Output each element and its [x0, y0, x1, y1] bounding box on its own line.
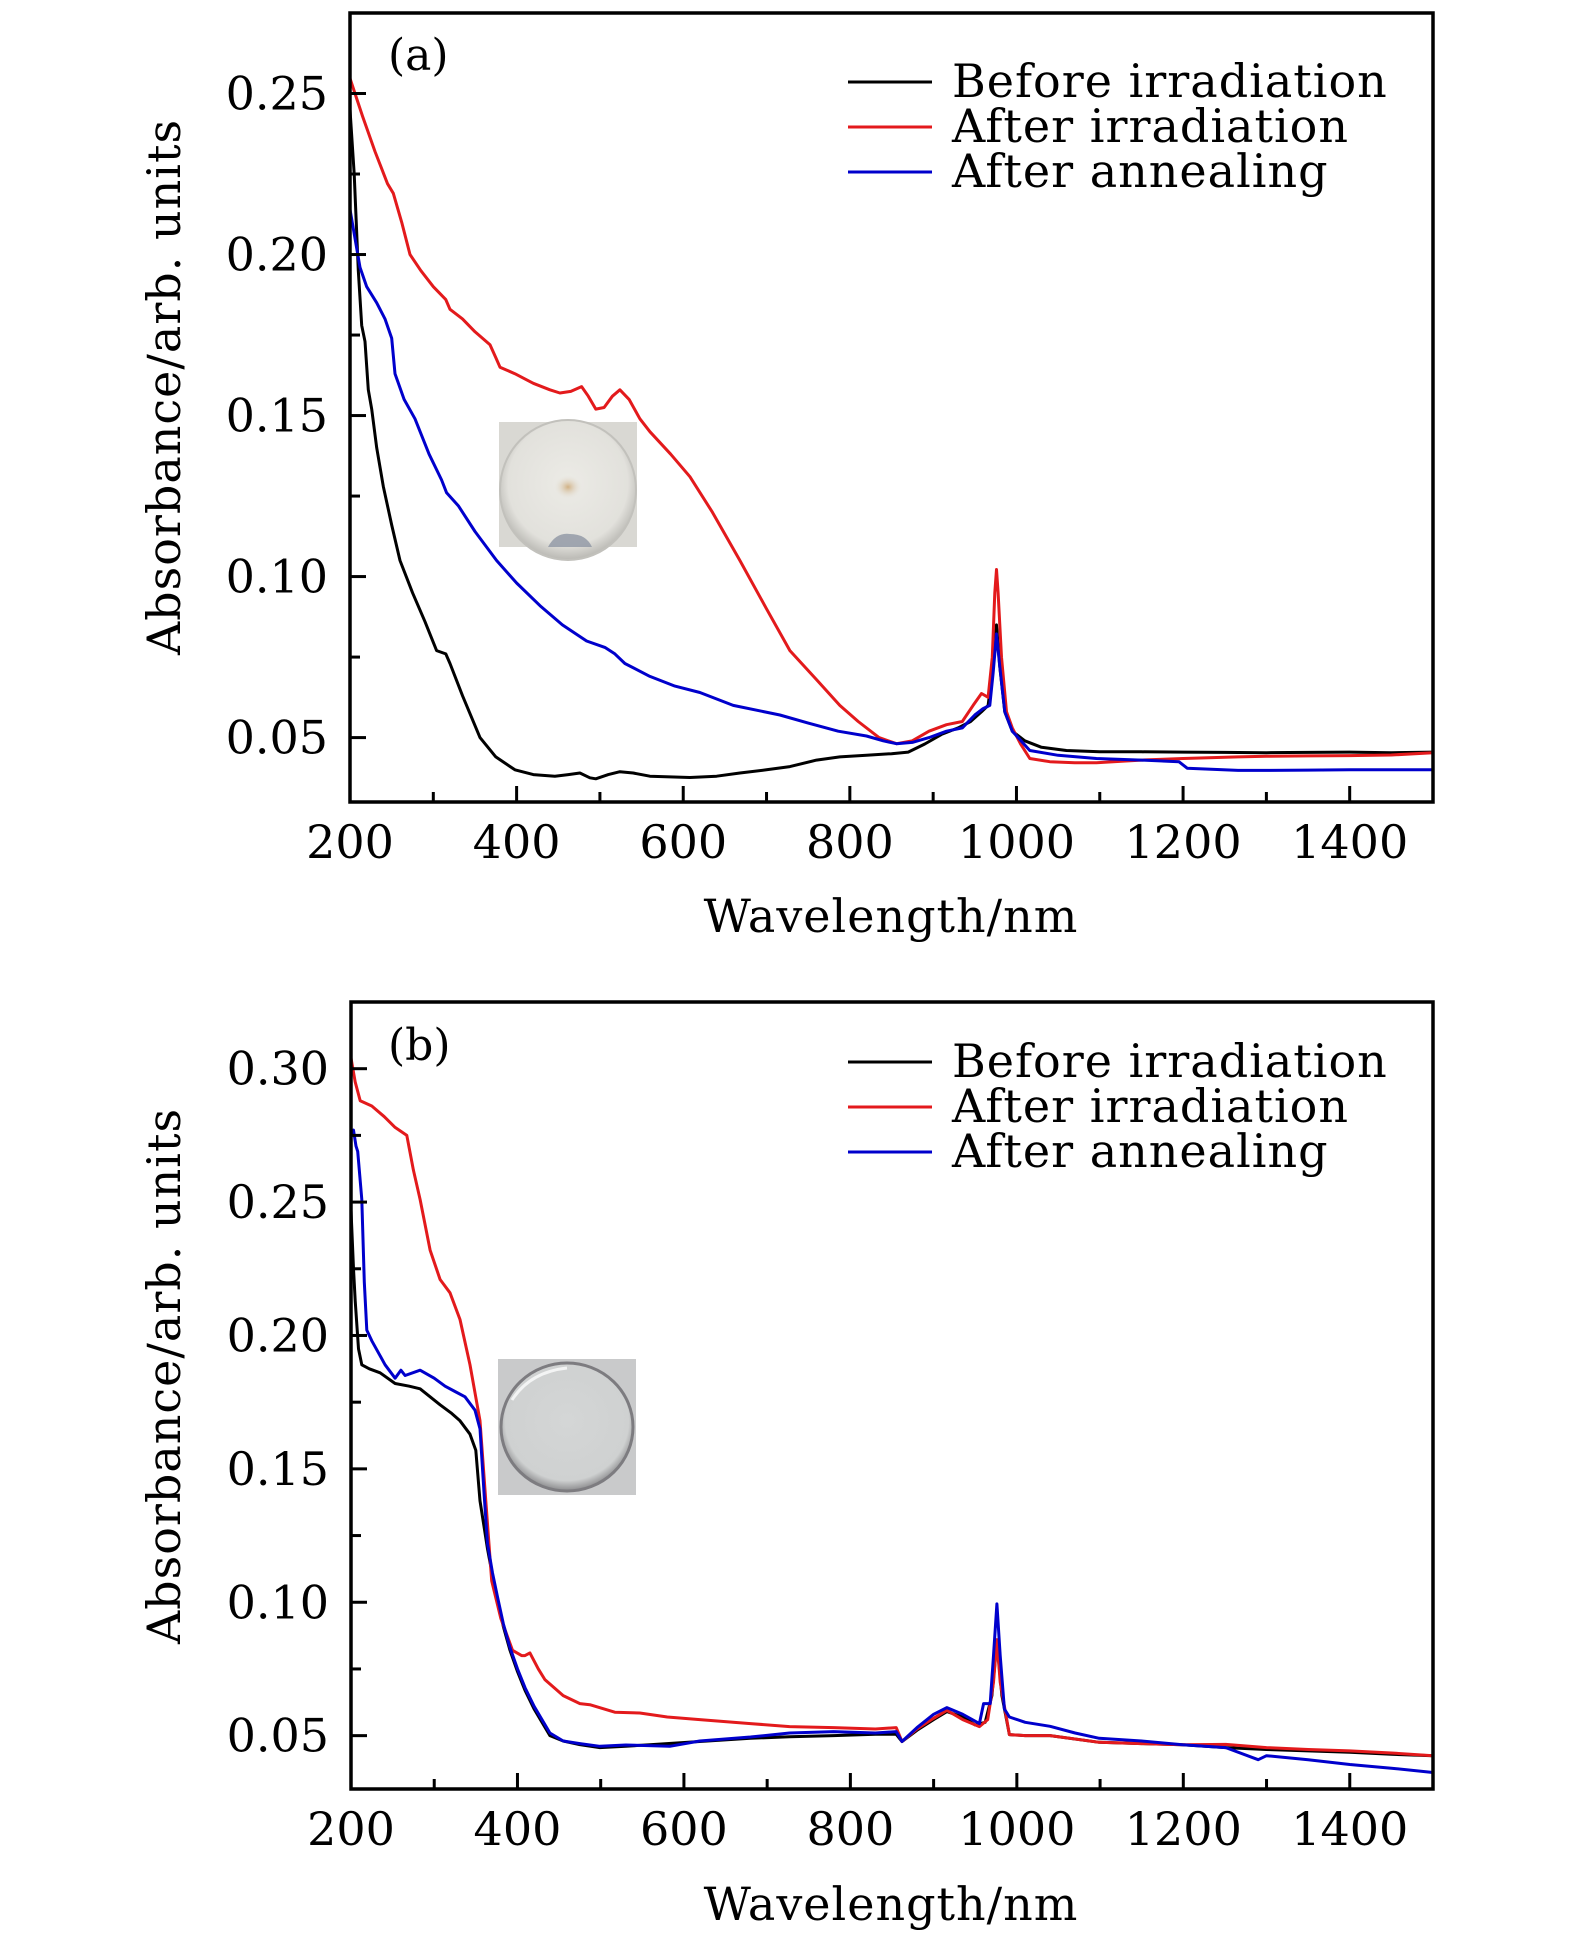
- series-layer-b: [349, 1056, 1435, 1774]
- series-layer-a: [348, 76, 1435, 781]
- legend-label: Before irradiation: [952, 54, 1388, 108]
- y-tick-label: 0.25: [226, 67, 328, 121]
- y-tick-label: 0.10: [227, 1575, 329, 1629]
- y-tick-label: 0.05: [227, 1709, 329, 1763]
- y-tick-label: 0.20: [226, 228, 328, 282]
- inset-photo-a: [499, 419, 637, 561]
- legend-label: After irradiation: [951, 99, 1349, 153]
- x-tick-label: 600: [639, 815, 727, 869]
- y-tick-label: 0.30: [227, 1042, 329, 1096]
- series-line-after-irradiation-b: [349, 1056, 1435, 1758]
- x-axis-label-a: Wavelength/nm: [704, 889, 1079, 943]
- y-tick-label: 0.05: [226, 711, 328, 765]
- plot-frame-a: [348, 11, 1435, 804]
- x-tick-label: 1000: [958, 1802, 1075, 1856]
- panel-a: 200 400 600 800 1000 1200 1400 0.05 0.10 0.15 0.20…: [137, 11, 1435, 943]
- x-tick-label: 400: [473, 815, 561, 869]
- x-tick-label: 1200: [1125, 1802, 1242, 1856]
- tick-labels-b: 200 400 600 800 1000 1200 1400 0.05 0.10 0.15 0.20…: [227, 1042, 1409, 1856]
- x-tick-label: 1400: [1291, 815, 1408, 869]
- legend-item: After annealing: [848, 144, 1329, 198]
- tick-labels-a: 200 400 600 800 1000 1200 1400 0.05 0.10 0.15 0.20…: [226, 67, 1409, 869]
- series-line-after-annealing-b: [349, 1128, 1435, 1774]
- ticks-a: [348, 11, 1435, 802]
- legend-label: After annealing: [951, 1124, 1329, 1178]
- x-tick-label: 400: [474, 1802, 562, 1856]
- inset-photo-b: [498, 1359, 636, 1495]
- legend-item: Before irradiation: [848, 1034, 1388, 1088]
- x-tick-label: 200: [306, 815, 394, 869]
- x-tick-label: 1400: [1291, 1802, 1408, 1856]
- series-line-after-irradiation-a: [348, 76, 1435, 765]
- x-tick-label: 800: [806, 815, 894, 869]
- legend-label: After irradiation: [951, 1079, 1349, 1133]
- y-tick-label: 0.20: [227, 1308, 329, 1362]
- series-line-before-irradiation-a: [348, 108, 1435, 781]
- x-tick-label: 200: [307, 1802, 395, 1856]
- legend-item: After irradiation: [848, 99, 1349, 153]
- y-tick-label: 0.15: [226, 389, 328, 443]
- panel-label-b: (b): [388, 1020, 451, 1071]
- x-tick-label: 800: [806, 1802, 894, 1856]
- y-axis-label-a: Absorbance/arb. units: [137, 119, 191, 656]
- legend-item: After annealing: [848, 1124, 1329, 1178]
- ticks-b: [349, 1000, 1435, 1789]
- series-line-after-annealing-a: [348, 207, 1435, 772]
- y-tick-label: 0.10: [226, 550, 328, 604]
- x-tick-label: 1000: [958, 815, 1075, 869]
- y-axis-label-b: Absorbance/arb. units: [137, 1108, 191, 1645]
- legend-label: Before irradiation: [952, 1034, 1388, 1088]
- legend-item: Before irradiation: [848, 54, 1388, 108]
- y-tick-label: 0.25: [227, 1175, 329, 1229]
- x-tick-label: 1200: [1125, 815, 1242, 869]
- y-tick-label: 0.15: [227, 1442, 329, 1496]
- plot-frame-b: [349, 1000, 1435, 1791]
- x-tick-label: 600: [640, 1802, 728, 1856]
- panel-b: 200 400 600 800 1000 1200 1400 0.05 0.10 0.15 0.20…: [137, 1000, 1435, 1931]
- legend-item: After irradiation: [848, 1079, 1349, 1133]
- x-axis-label-b: Wavelength/nm: [704, 1877, 1079, 1931]
- legend-label: After annealing: [951, 144, 1329, 198]
- panel-label-a: (a): [388, 30, 449, 81]
